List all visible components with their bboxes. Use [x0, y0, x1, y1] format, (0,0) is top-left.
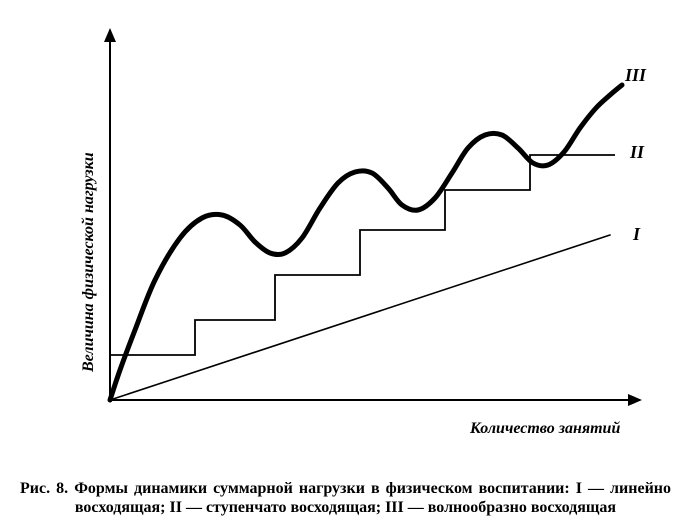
- series-label-ii: II: [630, 142, 644, 163]
- chart-area: Величина физической нагрузки Количество …: [40, 20, 660, 430]
- caption-lead: Рис. 8.: [20, 480, 68, 497]
- series-label-iii: III: [625, 65, 646, 86]
- series-label-i: I: [633, 224, 640, 245]
- page: { "chart": { "type": "line", "width": 62…: [0, 0, 691, 530]
- y-axis-label: Величина физической нагрузки: [80, 152, 98, 372]
- chart-svg: [40, 20, 660, 430]
- figure-caption: Рис. 8. Формы динамики суммарной нагрузк…: [20, 479, 671, 518]
- caption-text: Формы динамики суммарной нагрузки в физи…: [74, 480, 671, 517]
- x-axis-label: Количество занятий: [470, 420, 620, 438]
